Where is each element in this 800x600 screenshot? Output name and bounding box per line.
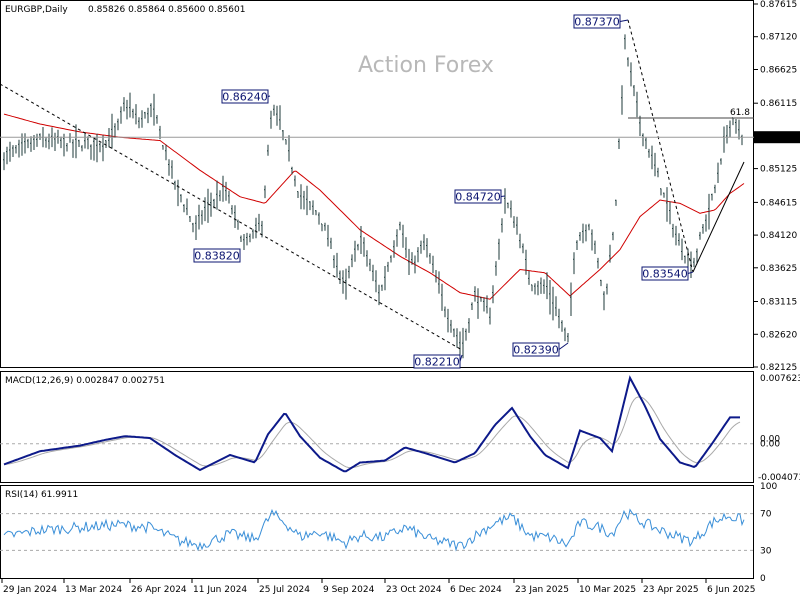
main-ohlc: 0.85826 0.85864 0.85600 0.85601 (88, 5, 245, 15)
x-tick-label: 23 Jan 2025 (515, 585, 569, 595)
callout-leader (558, 342, 569, 350)
fib-61.8-label: 61.8 (730, 108, 750, 118)
callout-label: 0.82390 (513, 344, 559, 357)
x-tick-label: 23 Oct 2024 (386, 585, 442, 595)
x-tick-label: 13 Mar 2024 (65, 585, 122, 595)
rsi-panel (0, 485, 754, 579)
callout-label: 0.84720 (455, 191, 501, 204)
rsi-tick-label: 70 (760, 510, 772, 520)
price-tick-label: 0.83115 (760, 298, 797, 308)
x-tick-label: 26 Apr 2024 (131, 585, 187, 595)
watermark: Action Forex (358, 53, 494, 78)
downtrend-line (0, 83, 463, 351)
rsi-line (3, 508, 745, 552)
retracement-line (627, 19, 694, 273)
x-tick-label: 6 Jun 2025 (707, 585, 755, 595)
x-tick-label: 6 Dec 2024 (450, 585, 502, 595)
macd-panel (0, 371, 754, 483)
callout-box (413, 354, 461, 369)
rsi-title: RSI(14) 61.9911 (5, 490, 78, 500)
x-tick-label: 23 Apr 2025 (643, 585, 699, 595)
callout-box (641, 266, 689, 281)
price-tick-label: 0.86625 (760, 66, 797, 76)
current-price-label: 0.85601 (760, 133, 797, 143)
macd-main-line (3, 375, 740, 473)
price-tick-label: 0.87120 (760, 33, 797, 43)
macd-tick-label: 0.00 (760, 435, 780, 445)
callout-box (454, 189, 502, 204)
price-tick-label: 0.86115 (760, 99, 797, 109)
macd-tick-label: 0.00 (760, 440, 780, 450)
rsi-tick-label: 100 (760, 482, 777, 492)
macd-title: MACD(12,26,9) 0.002847 0.002751 (5, 376, 165, 386)
main-title: EURGBP,Daily (5, 5, 68, 15)
price-tick-label: 0.82125 (760, 363, 797, 373)
price-tick-label: 0.84615 (760, 198, 797, 208)
callout-label: 0.86240 (222, 91, 268, 104)
price-tick-label: 0.84120 (760, 231, 797, 241)
callout-box (573, 14, 621, 29)
macd-tick-label: -0.004073 (758, 473, 800, 483)
callout-label: 0.82210 (414, 356, 460, 369)
x-tick-label: 29 Jan 2024 (3, 585, 57, 595)
x-tick-label: 9 Sep 2024 (323, 585, 375, 595)
price-tick-label: 0.85125 (760, 165, 797, 175)
callout-label: 0.83540 (642, 268, 688, 281)
uptrend-line (692, 161, 745, 273)
macd-tick-label: 0.007623 (760, 374, 800, 384)
callout-box (193, 248, 241, 263)
callout-leader (687, 271, 694, 274)
callout-box (221, 89, 269, 104)
x-tick-label: 25 Jul 2024 (259, 585, 310, 595)
rsi-tick-label: 30 (760, 546, 772, 556)
rsi-tick-label: 0 (760, 574, 766, 584)
macd-signal-line (3, 396, 741, 469)
price-tick-label: 0.82620 (760, 330, 797, 340)
callout-leader (500, 195, 506, 197)
price-tick-label: 0.83625 (760, 264, 797, 274)
current-price-tag (754, 131, 800, 144)
callout-box (512, 342, 560, 357)
x-tick-label: 10 Mar 2025 (579, 585, 636, 595)
callout-label: 0.87370 (574, 16, 620, 29)
price-tick-label: 0.87615 (760, 0, 797, 10)
moving-average-line (3, 113, 745, 300)
x-tick-label: 11 Jun 2024 (193, 585, 247, 595)
callout-leader (619, 19, 629, 22)
callout-label: 0.83820 (194, 250, 240, 263)
